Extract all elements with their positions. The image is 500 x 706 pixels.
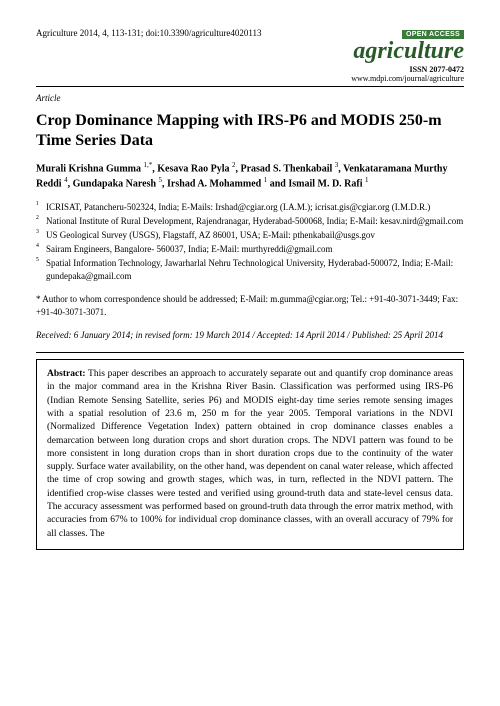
issn: ISSN 2077-0472 (36, 65, 464, 74)
affiliation-row: 4Sairam Engineers, Bangalore- 560037, In… (36, 243, 464, 256)
publication-dates: Received: 6 January 2014; in revised for… (36, 329, 464, 342)
affiliation-row: 2National Institute of Rural Development… (36, 215, 464, 228)
journal-name: agriculture (36, 39, 464, 63)
header-rule (36, 86, 464, 87)
abstract-label: Abstract: (47, 369, 86, 379)
affiliation-number: 1 (36, 200, 46, 213)
affiliation-text: Spatial Information Technology, Jawarhar… (46, 257, 464, 283)
affiliation-number: 2 (36, 214, 46, 227)
author-list: Murali Krishna Gumma 1,*, Kesava Rao Pyl… (36, 161, 464, 191)
affiliation-text: US Geological Survey (USGS), Flagstaff, … (46, 229, 464, 242)
abstract-text: This paper describes an approach to accu… (47, 369, 453, 539)
affiliation-row: 5Spatial Information Technology, Jawarha… (36, 257, 464, 283)
abstract-box: Abstract: This paper describes an approa… (36, 359, 464, 550)
affiliation-text: ICRISAT, Patancheru-502324, India; E-Mai… (46, 201, 464, 214)
article-type-label: Article (36, 93, 464, 103)
affiliation-list: 1ICRISAT, Patancheru-502324, India; E-Ma… (36, 201, 464, 283)
journal-url: www.mdpi.com/journal/agriculture (36, 74, 464, 83)
affiliation-text: National Institute of Rural Development,… (46, 215, 464, 228)
affiliation-row: 1ICRISAT, Patancheru-502324, India; E-Ma… (36, 201, 464, 214)
affiliation-number: 4 (36, 242, 46, 255)
correspondence: * Author to whom correspondence should b… (36, 293, 464, 319)
affiliation-row: 3US Geological Survey (USGS), Flagstaff,… (36, 229, 464, 242)
affiliation-number: 3 (36, 228, 46, 241)
paper-title: Crop Dominance Mapping with IRS-P6 and M… (36, 111, 464, 151)
page-root: Agriculture 2014, 4, 113-131; doi:10.339… (0, 0, 500, 570)
mid-rule (36, 352, 464, 353)
affiliation-number: 5 (36, 256, 46, 282)
affiliation-text: Sairam Engineers, Bangalore- 560037, Ind… (46, 243, 464, 256)
